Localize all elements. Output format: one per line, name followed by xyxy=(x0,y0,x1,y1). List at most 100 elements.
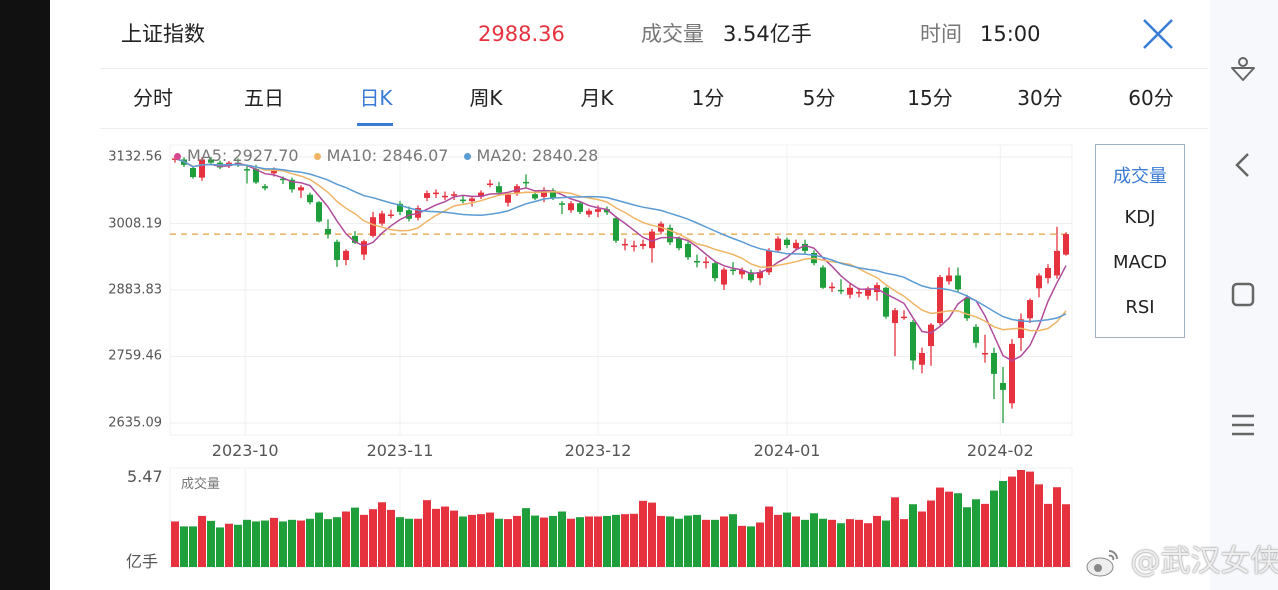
ma20-value: MA20: 2840.28 xyxy=(476,146,599,165)
weibo-logo-icon xyxy=(1086,549,1118,576)
tab-10[interactable]: 60分 xyxy=(1128,86,1174,110)
indicator-volume[interactable]: 成交量 xyxy=(1113,166,1167,187)
volume-bar xyxy=(1044,503,1052,567)
candle-up xyxy=(271,169,277,174)
active-tab-underline xyxy=(357,123,393,126)
volume-bar xyxy=(477,514,485,567)
volume-bar xyxy=(684,515,692,567)
system-nav-bar xyxy=(1210,0,1278,590)
candle-down xyxy=(748,272,754,281)
volume-bar xyxy=(405,518,413,567)
candle-up xyxy=(937,277,943,324)
candle-up xyxy=(442,195,448,198)
volume-bar xyxy=(1008,476,1016,567)
candle-up xyxy=(1063,234,1069,255)
volume-bar xyxy=(171,521,179,567)
x-tick-label: 2023-12 xyxy=(564,441,632,460)
assistant-icon[interactable] xyxy=(1228,54,1258,84)
volume-bar xyxy=(387,509,395,567)
tab-6[interactable]: 1分 xyxy=(691,86,725,110)
volume-bar xyxy=(819,518,827,567)
candle-up xyxy=(487,183,493,186)
volume-bar xyxy=(945,491,953,567)
tab-4[interactable]: 周K xyxy=(469,86,503,110)
candle-up xyxy=(865,288,871,296)
volume-bar xyxy=(414,518,422,567)
index-title: 上证指数 xyxy=(121,22,205,46)
volume-bar xyxy=(342,511,350,567)
candle-up xyxy=(775,238,781,251)
volume-bar xyxy=(981,503,989,567)
candle-up xyxy=(379,213,385,224)
volume-bar xyxy=(459,516,467,567)
y-tick-label: 3008.19 xyxy=(108,216,162,231)
candle-down xyxy=(460,199,466,202)
tab-2[interactable]: 五日 xyxy=(244,86,284,110)
candle-down xyxy=(190,167,196,178)
candle-down xyxy=(1000,382,1006,390)
volume-value: 3.54亿手 xyxy=(723,22,812,46)
time-label: 时间 xyxy=(920,22,962,46)
volume-bar xyxy=(306,518,314,567)
volume-bar xyxy=(531,515,539,567)
volume-bar xyxy=(1026,471,1034,567)
volume-bar xyxy=(999,480,1007,567)
y-tick-label: 2883.83 xyxy=(108,282,162,298)
home-square-icon[interactable] xyxy=(1228,280,1258,310)
volume-bar xyxy=(432,508,440,567)
volume-bar xyxy=(873,515,881,567)
ma20-line xyxy=(174,157,1067,323)
volume-bar xyxy=(846,519,854,567)
tab-8[interactable]: 15分 xyxy=(907,86,953,110)
volume-bar xyxy=(189,526,197,567)
close-x-icon[interactable] xyxy=(1142,18,1174,50)
candle-up xyxy=(199,159,205,178)
indicator-macd[interactable]: MACD xyxy=(1113,252,1167,273)
candle-up xyxy=(541,190,547,197)
volume-bar xyxy=(270,517,278,567)
candle-down xyxy=(352,235,358,243)
volume-bar xyxy=(333,517,341,567)
candle-down xyxy=(838,289,844,292)
indicator-rsi[interactable]: RSI xyxy=(1125,297,1155,318)
ma5-value: MA5: 2927.70 xyxy=(187,146,299,165)
candle-down xyxy=(955,275,961,290)
volume-bar xyxy=(900,519,908,567)
volume-bar xyxy=(504,519,512,567)
candle-up xyxy=(847,287,853,295)
volume-bar xyxy=(864,523,872,567)
watermark: @武汉女侠 xyxy=(1085,536,1278,580)
volume-bar xyxy=(297,520,305,567)
candle-up xyxy=(766,250,772,273)
ma5-line xyxy=(174,157,1067,362)
volume-bar xyxy=(567,518,575,567)
volume-bar xyxy=(972,499,980,567)
ma10-legend: MA10: 2846.07 xyxy=(308,146,448,165)
tab-5[interactable]: 月K xyxy=(580,86,614,110)
tab-3[interactable]: 日K xyxy=(359,86,393,110)
volume-bar xyxy=(180,526,188,567)
volume-bar xyxy=(225,523,233,567)
indicator-kdj[interactable]: KDJ xyxy=(1124,207,1156,228)
candle-down xyxy=(883,287,889,317)
candle-down xyxy=(910,321,916,361)
volume-bar xyxy=(513,515,521,567)
candle-up xyxy=(568,203,574,211)
volume-bar xyxy=(198,515,206,567)
menu-icon[interactable] xyxy=(1228,410,1258,440)
header-divider xyxy=(100,68,1208,69)
back-icon[interactable] xyxy=(1228,150,1258,180)
volume-bar xyxy=(918,511,926,567)
tab-9[interactable]: 30分 xyxy=(1017,86,1063,110)
candle-up xyxy=(1009,343,1015,404)
tab-1[interactable]: 分时 xyxy=(133,86,173,110)
candle-up xyxy=(829,286,835,289)
volume-bar xyxy=(549,515,557,567)
volume-bar xyxy=(585,516,593,567)
candle-up xyxy=(901,316,907,319)
candle-down xyxy=(325,228,331,235)
tab-7[interactable]: 5分 xyxy=(802,86,836,110)
x-tick-label: 2023-10 xyxy=(211,441,279,460)
volume-bar xyxy=(927,500,935,567)
